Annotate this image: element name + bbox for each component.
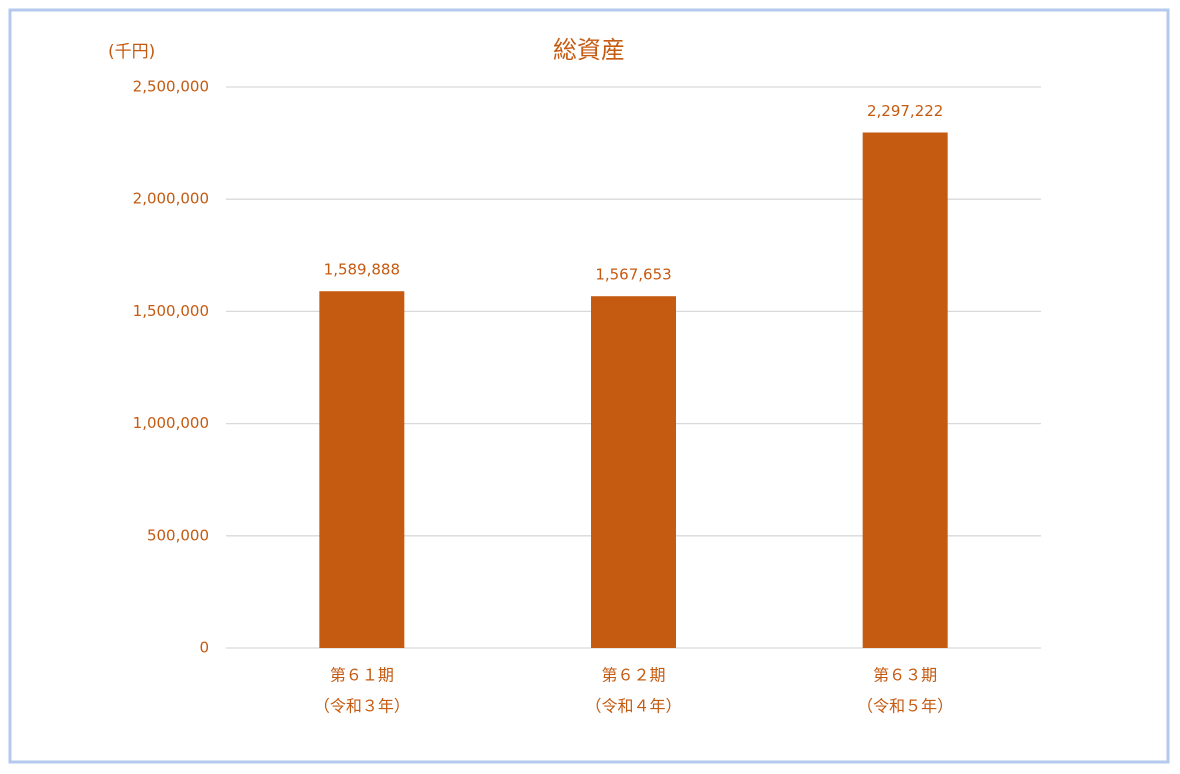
y-tick-label: 500,000 xyxy=(147,526,209,544)
chart-title: 総資産 xyxy=(553,36,625,64)
bar xyxy=(591,296,676,648)
x-tick-label: 第６２期 xyxy=(601,666,665,685)
data-label: 2,297,222 xyxy=(867,102,943,120)
bar xyxy=(319,291,405,648)
data-label: 1,589,888 xyxy=(324,261,400,279)
data-label: 1,567,653 xyxy=(595,266,671,284)
y-tick-label: 0 xyxy=(199,639,209,657)
bar xyxy=(862,132,948,648)
x-tick-label: （令和４年） xyxy=(585,697,681,716)
x-tick-label: （令和５年） xyxy=(857,697,953,716)
chart-frame xyxy=(8,8,1170,764)
x-tick-label: 第６１期 xyxy=(330,666,394,685)
y-tick-label: 1,000,000 xyxy=(133,414,209,432)
y-tick-label: 1,500,000 xyxy=(133,302,209,320)
y-tick-label: 2,500,000 xyxy=(133,78,209,96)
y-tick-label: 2,000,000 xyxy=(133,190,209,208)
y-axis-label: (千円) xyxy=(108,42,155,62)
x-tick-label: 第６３期 xyxy=(873,666,937,685)
x-tick-label: （令和３年） xyxy=(314,697,410,716)
